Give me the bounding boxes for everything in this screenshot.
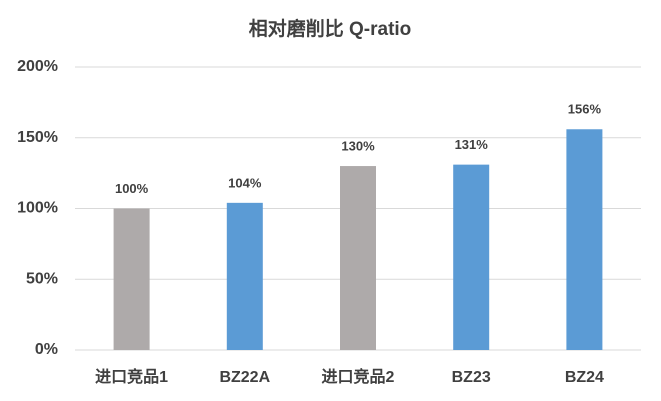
y-tick-label: 200%: [17, 58, 58, 75]
x-tick-label: 进口竞品1: [95, 367, 168, 386]
y-tick-label: 0%: [35, 341, 58, 358]
y-tick-label: 150%: [17, 129, 58, 146]
chart-title: 相对磨削比 Q-ratio: [249, 17, 412, 40]
bar: [340, 166, 376, 350]
value-label: 130%: [341, 138, 375, 153]
value-label: 100%: [115, 181, 149, 196]
value-label: 156%: [568, 102, 602, 117]
value-label: 131%: [455, 137, 489, 152]
y-tick-label: 100%: [17, 200, 58, 217]
x-tick-label: BZ23: [452, 369, 491, 386]
x-tick-label: 进口竞品2: [322, 367, 395, 386]
bar: [226, 202, 263, 350]
x-tick-label: BZ22A: [219, 369, 270, 386]
bar: [566, 129, 603, 350]
y-tick-label: 50%: [26, 270, 58, 287]
x-tick-label: BZ24: [565, 369, 604, 386]
bar: [453, 164, 490, 350]
bar: [113, 208, 150, 350]
value-label: 104%: [228, 175, 262, 190]
